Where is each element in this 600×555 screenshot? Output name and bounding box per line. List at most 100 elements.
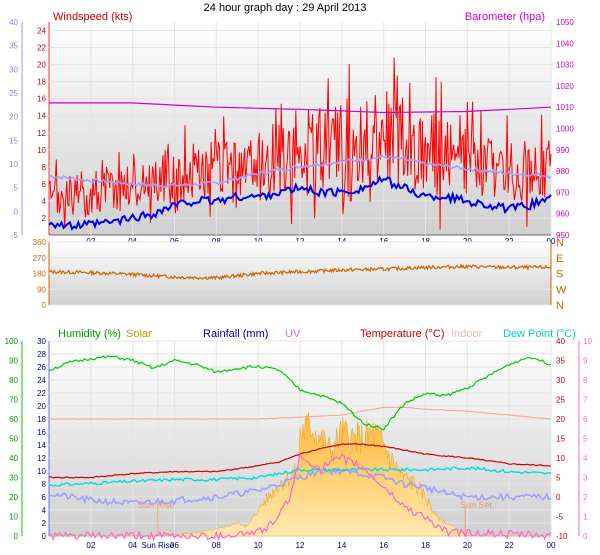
uv-tick-label: 7 [583,396,588,405]
kts-tick-label: 12 [37,129,46,138]
compass-label: W [556,284,567,296]
uv-tick-label: 3 [583,474,588,483]
dir-tick-label: 90 [37,285,46,294]
climate-x-tick-label: Sun Rise [142,541,175,550]
temperature-tick-label: 35 [556,357,565,366]
uv-tick-label: 8 [583,376,588,385]
rainfall-tick-label: 26 [37,363,46,372]
hpa-tick-label: 1010 [556,103,574,112]
barometer-legend: Barometer (hpa) [465,11,545,23]
climate-x-tick-label: 16 [379,541,388,550]
dewpoint-line [48,466,552,488]
humidity-tick-label: 60 [9,415,18,424]
kts-tick-label: 16 [37,95,46,104]
humidity-tick-label: 0 [14,532,19,541]
solar-area [49,411,551,537]
compass-label: N [556,237,564,249]
compass-label: E [556,253,563,265]
hpa-tick-label: 950 [556,231,570,240]
sunrise-label: Sun Rise [138,500,175,510]
temp-tick-label: 20 [9,113,18,122]
uv-tick-label: 9 [583,357,588,366]
humidity-tick-label: 20 [9,493,18,502]
kts-tick-label: 6 [42,180,47,189]
outdoor-temp-line [48,154,552,188]
hpa-tick-label: 1030 [556,61,574,70]
climate-series-group [48,355,552,542]
kts-tick-label: 10 [37,146,46,155]
climate-x-tick-label: 06 [170,541,179,550]
kts-tick-label: 2 [42,214,47,223]
uv-tick-label: 5 [583,435,588,444]
temperature-tick-label: 10 [556,454,565,463]
hpa-tick-label: 980 [556,167,570,176]
kts-tick-label: 18 [37,78,46,87]
temp-tick-label: 40 [9,18,18,27]
climate-x-tick-label: 10 [254,541,263,550]
temperature-tick-label: 15 [556,435,565,444]
kts-tick-label: 4 [42,197,47,206]
indoor-legend: Indoor [451,328,483,340]
rainfall-tick-label: 12 [37,454,46,463]
temp-tick-label: 35 [9,42,18,51]
uv-tick-label: 0 [583,532,588,541]
temp-tick-label: 0 [14,207,19,216]
hpa-tick-label: 970 [556,188,570,197]
humidity-tick-label: 90 [9,357,18,366]
dewpoint-legend: Dew Point (°C) [503,328,576,340]
humidity-tick-label: 40 [9,454,18,463]
rainfall-tick-label: 6 [42,493,47,502]
rainfall-tick-label: 22 [37,389,46,398]
humidity-tick-label: 70 [9,396,18,405]
temperature-legend: Temperature (°C) [360,328,444,340]
hpa-tick-label: 1000 [556,125,574,134]
climate-x-tick-label: 22 [505,541,514,550]
rainfall-tick-label: 30 [37,337,46,346]
humidity-tick-label: 10 [9,513,18,522]
rainfall-tick-label: 20 [37,402,46,411]
humidity-tick-label: 80 [9,376,18,385]
hpa-tick-label: 1040 [556,39,574,48]
kts-tick-label: 8 [42,163,47,172]
temperature-tick-label: 0 [556,493,561,502]
barometer-line [49,102,552,114]
temperature-tick-label: -5 [556,513,564,522]
hpa-tick-label: 990 [556,146,570,155]
temp-tick-label: 5 [14,184,19,193]
wind-series-group [48,57,552,231]
rainfall-tick-label: 18 [37,415,46,424]
rainfall-tick-label: 16 [37,428,46,437]
uv-line [48,452,552,542]
humidity-tick-label: 50 [9,435,18,444]
climate-x-tick-label: 04 [128,541,137,550]
temp-tick-label: -5 [11,231,19,240]
uv-tick-label: 4 [583,454,588,463]
temp-tick-label: 10 [9,160,18,169]
rainfall-tick-label: 8 [42,480,47,489]
temperature-tick-label: 40 [556,337,565,346]
windspeed-legend: Windspeed (kts) [53,11,132,23]
humidity-tick-label: 100 [5,337,19,346]
climate-panel: 0246810121416182022242628300102030405060… [5,328,593,550]
climate-x-tick-label: 14 [337,541,346,550]
compass-label: S [556,269,563,281]
kts-tick-label: 24 [37,27,46,36]
rainfall-legend: Rainfall (mm) [203,328,268,340]
humidity-tick-label: 30 [9,474,18,483]
wind-gridlines [49,22,552,235]
compass-label: N [556,300,564,312]
wind-panel: 24681012141618202224-5051015202530354095… [9,11,574,246]
solar-legend: Solar [126,328,152,340]
uv-tick-label: 1 [583,513,588,522]
uv-tick-label: 10 [583,337,592,346]
uv-tick-label: 2 [583,493,588,502]
sunset-label: Sun Set [460,500,493,510]
wind-x-tick-label: 00 [547,237,556,246]
kts-tick-label: 22 [37,44,46,53]
wind-average-line [48,175,552,231]
uv-legend: UV [285,328,301,340]
indoor-temp-line [48,406,551,420]
climate-x-tick-label: 12 [296,541,305,550]
temp-tick-label: 25 [9,89,18,98]
